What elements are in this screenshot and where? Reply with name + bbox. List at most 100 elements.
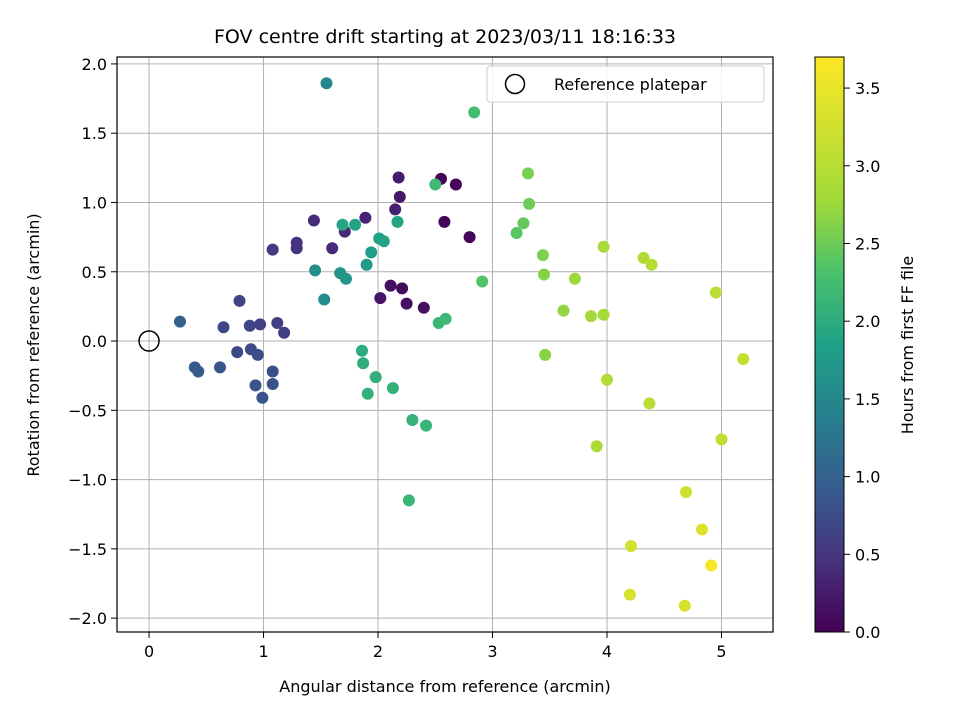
scatter-point	[678, 599, 691, 612]
scatter-point	[336, 218, 349, 231]
scatter-point	[369, 371, 382, 384]
scatter-point	[468, 106, 481, 119]
scatter-point	[349, 218, 362, 231]
y-tick-label: −0.5	[68, 401, 107, 420]
scatter-point	[307, 214, 320, 227]
y-tick-label: −1.5	[68, 540, 107, 559]
scatter-point	[340, 272, 352, 285]
scatter-point	[243, 319, 256, 332]
scatter-point	[393, 190, 406, 203]
scatter-point	[326, 242, 339, 255]
y-axis-ticks: −2.0 −1.5 −1.0 −0.5 0.0 0.5 1.0 1.5 2.0	[68, 55, 117, 628]
scatter-point	[522, 167, 534, 180]
scatter-point	[271, 317, 284, 329]
scatter-point	[438, 215, 451, 228]
scatter-point	[439, 312, 452, 325]
scatter-point	[643, 397, 656, 410]
reference-marker-group	[138, 330, 160, 352]
x-tick-label: 3	[487, 642, 497, 661]
scatter-point	[623, 588, 636, 601]
scatter-point	[233, 294, 246, 307]
grid-lines	[117, 57, 773, 632]
scatter-point	[429, 178, 442, 191]
x-axis-ticks: 0 1 2 3 4 5	[144, 632, 727, 661]
scatter-point	[539, 348, 552, 361]
colorbar-label: Hours from first FF file	[898, 256, 917, 435]
plot-frame	[116, 56, 774, 633]
legend-reference-marker	[504, 73, 526, 95]
legend: Reference platepar	[486, 65, 765, 103]
y-tick-label: −2.0	[68, 609, 107, 628]
scatter-point	[536, 249, 549, 262]
scatter-point	[365, 246, 378, 259]
scatter-point	[737, 353, 750, 365]
scatter-point	[696, 523, 708, 536]
scatter-point	[523, 197, 536, 210]
scatter-point	[377, 235, 390, 248]
scatter-point	[217, 321, 230, 334]
x-tick-label: 0	[144, 642, 154, 661]
colorbar-tick-label: 1.5	[855, 390, 880, 409]
x-tick-label: 1	[258, 642, 268, 661]
scatter-point	[396, 282, 409, 295]
scatter-point	[510, 227, 523, 239]
colorbar-tick-label: 3.0	[855, 157, 880, 176]
colorbar-tick-label: 1.0	[855, 468, 880, 487]
scatter-point	[359, 211, 372, 224]
x-axis-label: Angular distance from reference (arcmin)	[279, 677, 610, 696]
scatter-point	[601, 373, 613, 386]
scatter-point	[356, 344, 368, 357]
scatter-point	[249, 379, 262, 392]
scatter-point	[517, 217, 530, 230]
scatter-point	[568, 272, 581, 285]
colorbar: 0.0 0.5 1.0 1.5 2.0 2.5 3.0 3.5 Hours from firs…	[814, 56, 917, 642]
scatter-point	[680, 486, 692, 499]
colorbar-tick-label: 2.5	[855, 234, 880, 253]
legend-box	[486, 65, 765, 103]
scatter-point	[391, 215, 404, 228]
scatter-point	[231, 346, 244, 359]
colorbar-tick-label: 0.0	[855, 623, 880, 642]
scatter-point	[192, 365, 205, 378]
scatter-point	[625, 540, 637, 553]
scatter-point	[597, 308, 610, 321]
scatter-point	[309, 264, 322, 277]
scatter-point	[645, 258, 658, 271]
scatter-point	[357, 357, 370, 370]
scatter-point	[585, 310, 597, 323]
scatter-point	[392, 171, 405, 184]
scatter-point	[400, 297, 413, 310]
scatter-point	[449, 178, 462, 191]
y-axis-label: Rotation from reference (arcmin)	[24, 213, 43, 476]
scatter-point	[214, 361, 226, 374]
scatter-point	[538, 268, 550, 281]
scatter-point	[266, 243, 279, 256]
scatter-point	[590, 440, 603, 453]
legend-entry-label: Reference platepar	[554, 75, 707, 94]
scatter-points	[174, 77, 750, 612]
scatter-point	[278, 326, 291, 339]
colorbar-gradient	[815, 57, 844, 632]
scatter-point	[402, 494, 415, 507]
scatter-point	[463, 231, 476, 244]
colorbar-frame	[814, 56, 845, 633]
colorbar-tick-label: 2.0	[855, 312, 880, 331]
scatter-point	[361, 387, 374, 400]
y-tick-label: 0.5	[82, 263, 107, 282]
colorbar-tick-label: 0.5	[855, 545, 880, 564]
scatter-point	[406, 414, 419, 426]
scatter-point	[384, 279, 397, 292]
reference-platepar-marker	[138, 330, 160, 352]
scatter-point	[709, 286, 722, 299]
scatter-point	[256, 391, 269, 404]
y-tick-label: 1.0	[82, 193, 107, 212]
scatter-point	[420, 419, 433, 432]
scatter-point	[557, 304, 570, 317]
scatter-point	[597, 240, 610, 253]
scatter-point	[386, 382, 399, 395]
scatter-point	[705, 559, 718, 572]
scatter-point	[417, 301, 430, 314]
scatter-point	[266, 365, 279, 378]
chart-title: FOV centre drift starting at 2023/03/11 …	[214, 26, 676, 48]
